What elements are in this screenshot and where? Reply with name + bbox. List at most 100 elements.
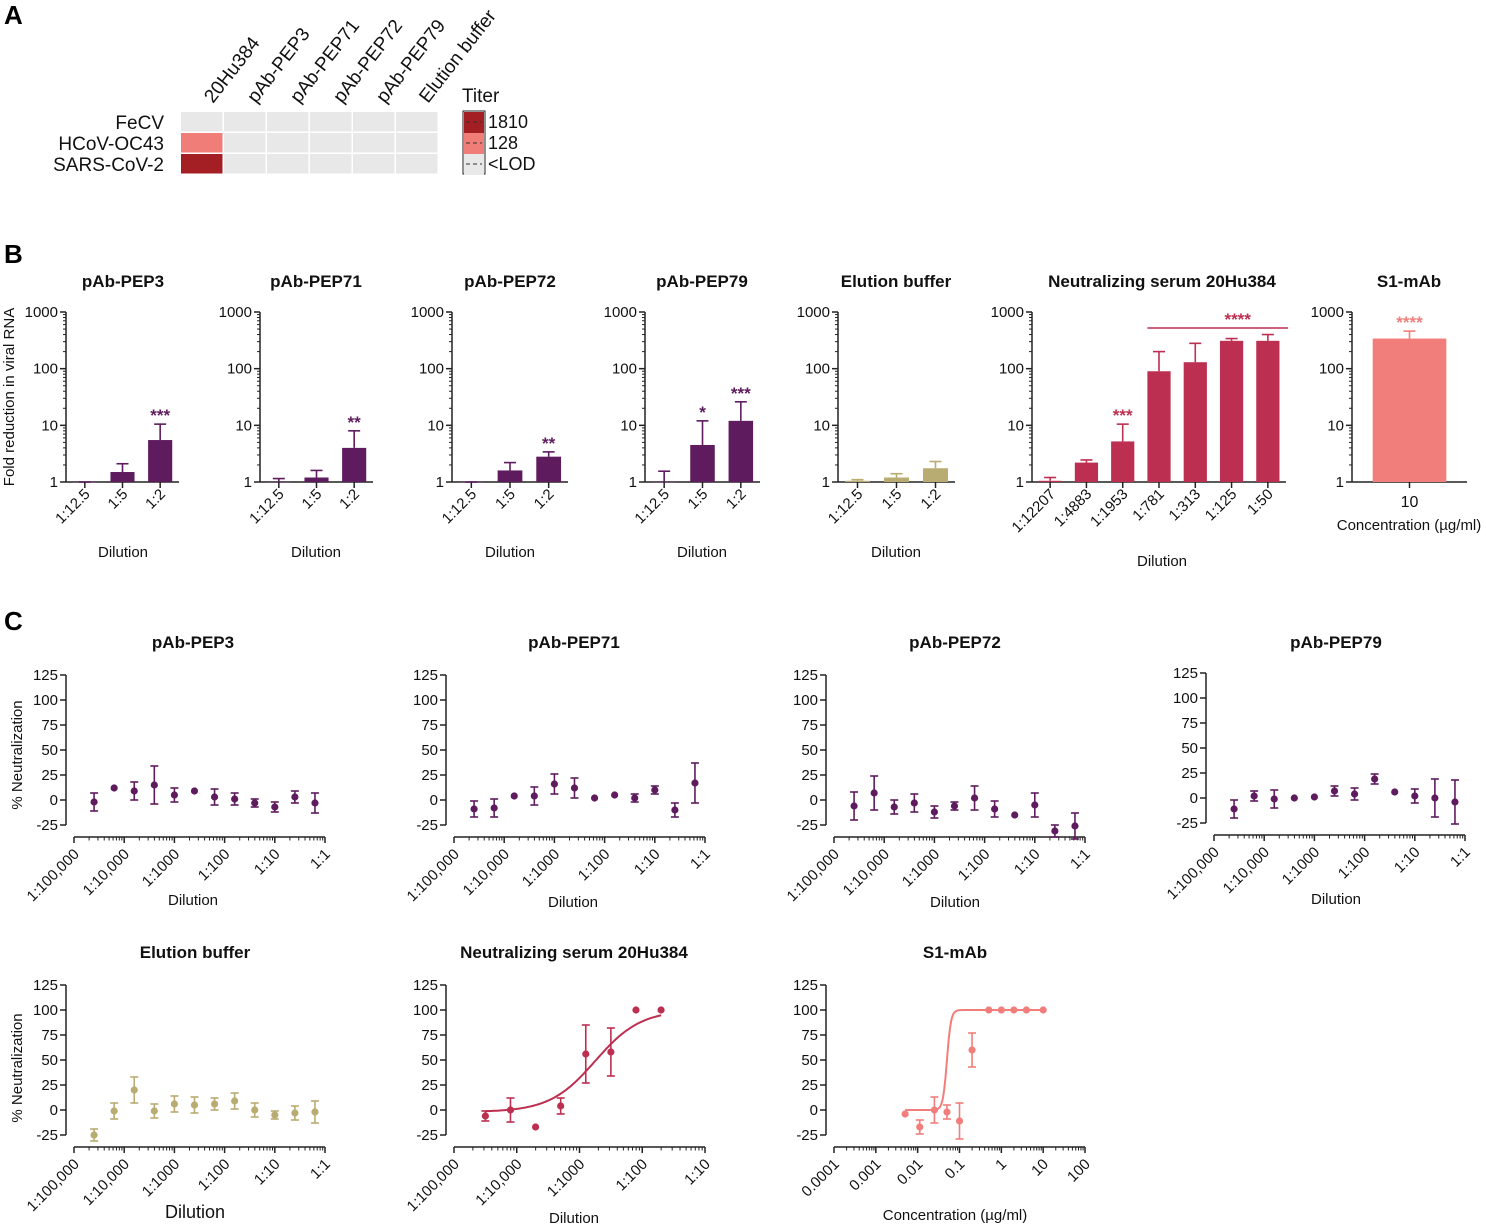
data-point: [1330, 787, 1339, 795]
data-point: [271, 803, 279, 811]
x-tick-label: 1:5: [105, 486, 132, 513]
subplot-title: pAb-PEP79: [1290, 633, 1382, 652]
y-tick-label: 50: [421, 1052, 438, 1069]
y-tick-label: 100: [33, 692, 58, 709]
x-tick-label: 1:100: [575, 846, 614, 885]
y-tick-label: 1000: [411, 304, 444, 321]
x-tick-label: 1:5: [879, 486, 906, 513]
y-tick-label: 1000: [25, 304, 58, 321]
data-point: [1031, 801, 1039, 809]
x-tick-label: 1:1953: [1087, 486, 1131, 530]
y-tick-label: 50: [41, 1052, 58, 1069]
data-point: [311, 799, 319, 807]
bar: [845, 480, 870, 482]
y-tick-label: 50: [801, 1052, 818, 1069]
x-tick-label: 1:12.5: [246, 486, 288, 528]
bar: [1111, 441, 1135, 482]
data-point: [190, 1101, 199, 1109]
x-tick-label: 1:1000: [899, 846, 943, 890]
x-tick-label: 0.1: [942, 1156, 969, 1183]
heatmap-cell: [267, 112, 309, 132]
data-point: [530, 792, 538, 800]
x-tick-label: 1:100: [1335, 844, 1374, 883]
data-point: [930, 808, 939, 816]
heatmap-cell: [396, 133, 438, 153]
x-tick-label: 1:100,000: [1164, 844, 1223, 903]
data-point: [481, 1112, 489, 1120]
x-tick-label: 1:10,000: [472, 1156, 525, 1209]
heatmap-cell: [224, 112, 266, 132]
bar: [1256, 340, 1280, 482]
x-tick-label: 1:781: [1129, 486, 1168, 525]
data-point: [1250, 792, 1258, 800]
y-tick-label: 1000: [1311, 304, 1344, 321]
significance-label: ****: [1396, 313, 1423, 332]
data-point: [890, 803, 898, 811]
bar: [148, 440, 173, 482]
data-point: [985, 1006, 993, 1014]
x-tick-label: 1:313: [1166, 486, 1205, 525]
subplot-c-0: pAb-PEP3 125 100 75 50 25 0 -25 1:100,0001:10,00…: [24, 633, 334, 909]
data-point: [1310, 793, 1318, 801]
y-tick-label: 125: [1173, 665, 1198, 682]
data-point: [110, 784, 118, 792]
x-tick-label: 1:1000: [544, 1156, 588, 1200]
x-tick-label: 1:125: [1202, 486, 1241, 525]
bar: [728, 420, 754, 482]
data-point: [1022, 1006, 1031, 1014]
y-tick-label: 0: [50, 1102, 58, 1119]
data-point: [506, 1106, 515, 1114]
data-point: [991, 805, 999, 813]
y-tick-label: 50: [1181, 740, 1198, 757]
fold-reduction-ylabel: Fold reduction in viral RNA: [1, 308, 18, 486]
heatmap-row-label: FeCV: [115, 113, 164, 134]
data-point: [1411, 792, 1419, 800]
bar: [304, 477, 329, 482]
y-tick-label: 125: [33, 667, 58, 684]
x-tick-label: 1:5: [492, 486, 519, 513]
x-tick-label: 1:1: [687, 846, 714, 873]
data-point: [231, 1097, 239, 1105]
data-point: [170, 791, 178, 799]
y-tick-label: -25: [416, 817, 438, 834]
data-point: [657, 1006, 665, 1014]
data-point: [901, 1110, 909, 1118]
y-tick-label: 1000: [991, 304, 1024, 321]
data-point: [90, 798, 98, 806]
data-point: [291, 793, 299, 801]
bar: [923, 468, 948, 482]
data-point: [997, 1006, 1005, 1014]
y-tick-label: 125: [413, 667, 438, 684]
heatmap-cell: [224, 133, 266, 153]
x-tick-label: 1:5: [299, 486, 326, 513]
data-point: [691, 779, 699, 787]
data-point: [943, 1108, 951, 1116]
data-point: [1451, 798, 1459, 806]
y-tick-label: 10: [813, 417, 830, 434]
bar: [1372, 338, 1447, 482]
x-axis-label: Concentration (µg/ml): [1337, 517, 1482, 534]
bar: [342, 447, 367, 482]
data-point: [550, 780, 559, 788]
x-tick-label: 1:10: [631, 846, 664, 879]
x-tick-label: 1:100: [195, 1156, 234, 1195]
y-tick-label: 100: [793, 692, 818, 709]
data-point: [910, 799, 918, 807]
x-tick-label: 1:10,000: [80, 1156, 133, 1209]
data-point: [1290, 794, 1298, 802]
subplot-title: pAb-PEP71: [270, 272, 362, 291]
data-point: [1010, 1006, 1018, 1014]
y-tick-label: 75: [41, 1027, 58, 1044]
x-axis-label: Dilution: [1311, 891, 1361, 908]
bar: [1038, 480, 1062, 482]
data-point: [150, 1107, 158, 1115]
x-tick-label: 0.001: [846, 1156, 885, 1195]
data-point: [210, 793, 219, 801]
data-point: [1039, 1006, 1047, 1014]
y-tick-label: 10: [1327, 417, 1344, 434]
x-tick-label: 0.0001: [798, 1156, 842, 1200]
data-point: [1230, 805, 1238, 813]
x-tick-label: 1:1: [307, 846, 334, 873]
y-tick-label: 75: [41, 717, 58, 734]
heatmap-panel-a: FeCVHCoV-OC43SARS-CoV-220Hu384pAb-PEP3pA…: [53, 6, 535, 176]
